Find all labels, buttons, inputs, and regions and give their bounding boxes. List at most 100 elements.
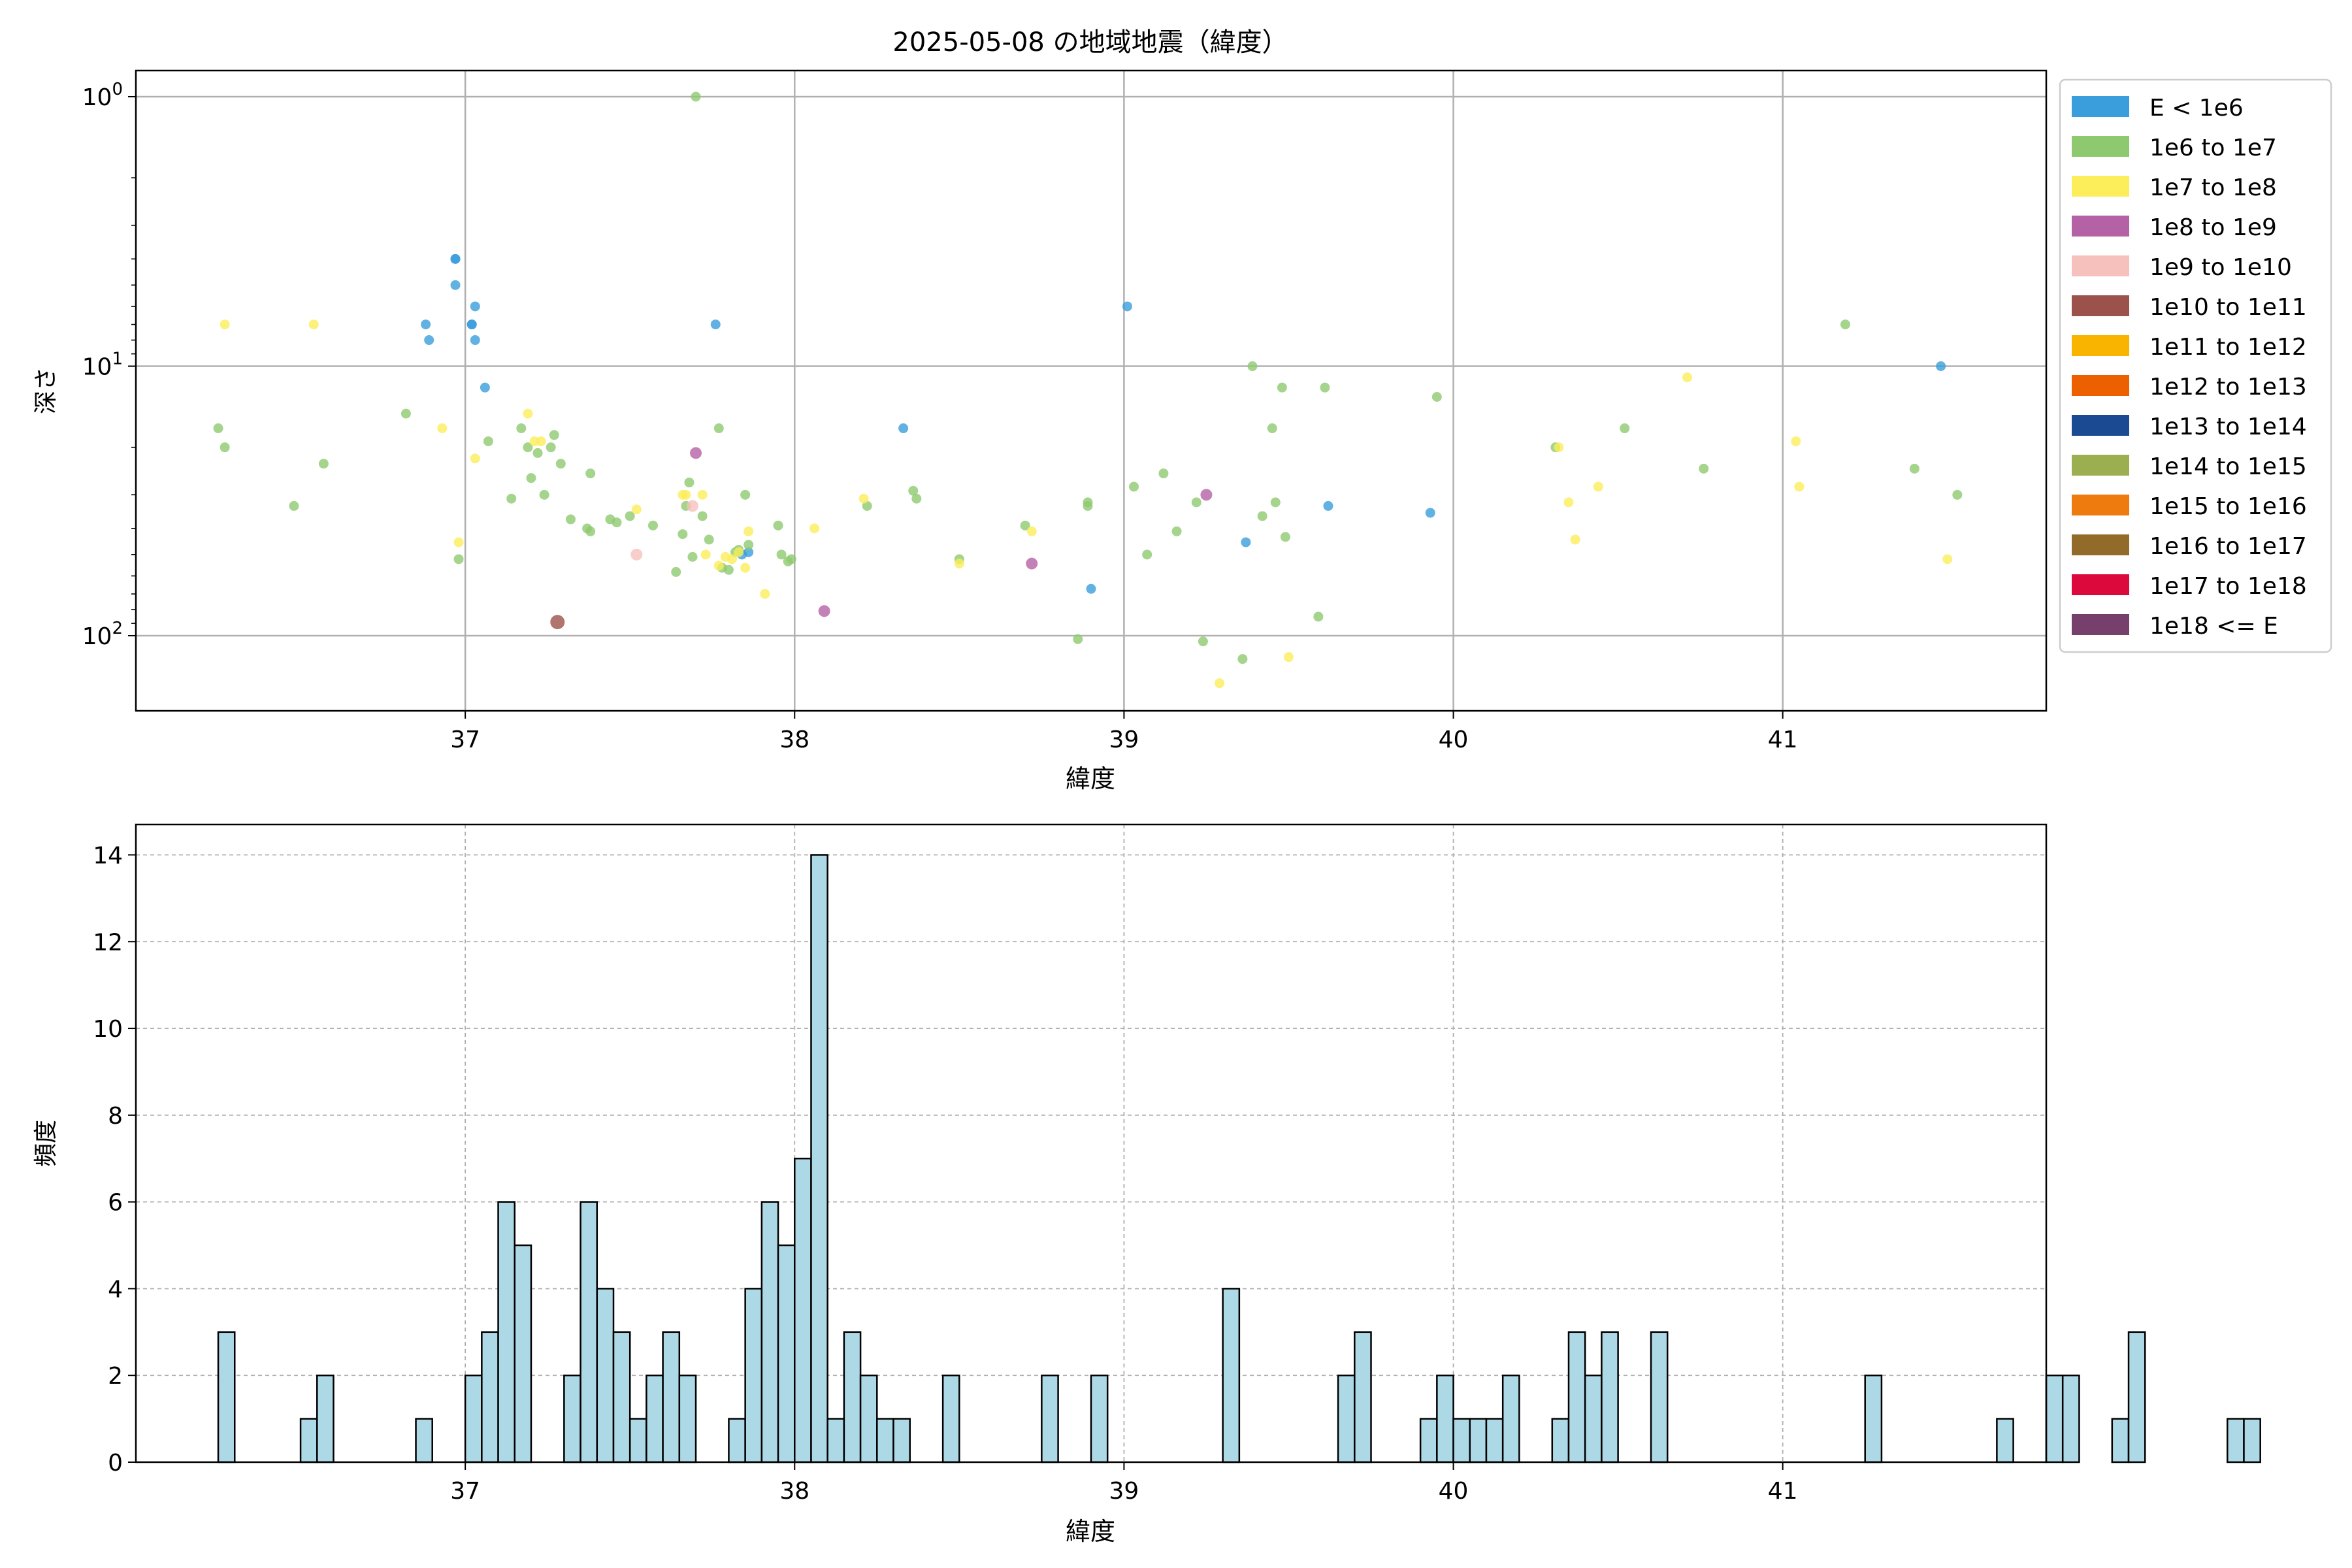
- histogram-bar: [744, 1288, 763, 1463]
- histogram-bar: [1354, 1331, 1372, 1463]
- legend-swatch: [2072, 96, 2129, 117]
- legend-label: 1e12 to 1e13: [2149, 374, 2307, 400]
- scatter-x-ticks: 37 38 39 40 41: [450, 711, 1798, 753]
- scatter-y-tick-label: 102: [82, 619, 123, 650]
- scatter-point: [1952, 489, 1963, 500]
- histogram-bar: [941, 1374, 960, 1463]
- histogram-bar: [2111, 1418, 2130, 1463]
- scatter-x-tick-label: 38: [779, 727, 809, 753]
- scatter-point: [1942, 554, 1953, 564]
- scatter-point: [1909, 463, 1919, 474]
- scatter-x-tick-label: 39: [1109, 727, 1139, 753]
- scatter-point: [1237, 654, 1248, 664]
- scatter-point: [437, 423, 448, 434]
- scatter-point: [1020, 520, 1030, 531]
- histogram-x-tick-label: 41: [1768, 1478, 1798, 1505]
- legend-swatch: [2072, 614, 2129, 635]
- scatter-point: [470, 453, 480, 464]
- scatter-point: [743, 547, 754, 557]
- histogram-bar: [876, 1418, 894, 1463]
- scatter-point: [453, 554, 464, 564]
- scatter-point: [760, 589, 770, 599]
- scatter-point: [1026, 526, 1037, 536]
- scatter-point: [691, 91, 701, 102]
- scatter-point: [704, 534, 714, 545]
- legend-label: 1e7 to 1e8: [2149, 174, 2277, 201]
- legend-label: 1e16 to 1e17: [2149, 533, 2307, 560]
- scatter-x-tick-label: 40: [1439, 727, 1469, 753]
- scatter-point: [466, 319, 477, 330]
- histogram-x-tick-label: 40: [1439, 1478, 1469, 1505]
- legend-swatch: [2072, 534, 2129, 555]
- scatter-point: [625, 511, 635, 521]
- scatter-y-tick-label: 100: [82, 80, 123, 111]
- scatter-point: [1593, 482, 1603, 492]
- scatter-point: [1241, 537, 1251, 547]
- scatter-point: [1840, 319, 1850, 330]
- histogram-bar: [1551, 1418, 1570, 1463]
- scatter-point: [1083, 500, 1093, 511]
- scatter-point: [289, 500, 299, 511]
- histogram-bar: [1041, 1374, 1059, 1463]
- scatter-point: [1122, 301, 1132, 312]
- scatter-point: [1200, 489, 1213, 501]
- scatter-point: [1682, 372, 1692, 383]
- legend-swatch: [2072, 415, 2129, 436]
- scatter-point: [532, 448, 543, 458]
- histogram-bar: [415, 1418, 433, 1463]
- histogram-x-tick-label: 39: [1109, 1478, 1139, 1505]
- scatter-point: [1791, 436, 1801, 446]
- legend-label: 1e11 to 1e12: [2149, 334, 2307, 361]
- scatter-point: [220, 319, 230, 330]
- scatter-point: [400, 408, 411, 419]
- legend-swatch: [2072, 455, 2129, 476]
- histogram-y-tick-label: 6: [108, 1190, 123, 1217]
- scatter-y-tick-label: 101: [82, 349, 123, 380]
- histogram-bar: [1996, 1418, 2014, 1463]
- histogram-bar: [580, 1201, 598, 1463]
- histogram-bar: [2227, 1418, 2245, 1463]
- histogram-plot-frame: [135, 823, 2048, 1463]
- scatter-point: [526, 473, 536, 483]
- histogram-bar: [777, 1244, 796, 1463]
- histogram-bar: [629, 1418, 647, 1463]
- histogram-bar: [299, 1418, 318, 1463]
- histogram-bar: [810, 854, 828, 1463]
- scatter-point: [546, 442, 556, 453]
- histogram-bar: [1501, 1374, 1520, 1463]
- scatter-point: [1936, 361, 1946, 371]
- scatter-point: [898, 423, 909, 434]
- scatter-point: [1215, 678, 1225, 689]
- legend-swatch: [2072, 335, 2129, 356]
- histogram-bar: [1601, 1331, 1619, 1463]
- scatter-point: [308, 319, 319, 330]
- histogram-bar: [1222, 1288, 1241, 1463]
- scatter-points: [213, 91, 1963, 689]
- scatter-point: [1313, 612, 1324, 622]
- scatter-point: [213, 423, 223, 434]
- scatter-point: [713, 561, 724, 571]
- scatter-point: [1086, 583, 1096, 594]
- scatter-point: [723, 564, 734, 575]
- histogram-y-ticks: 0 2 4 6 8 10 12 14: [93, 842, 136, 1477]
- histogram-bar: [2045, 1374, 2064, 1463]
- histogram-grid: [136, 825, 2046, 1463]
- histogram-bar: [1469, 1418, 1488, 1463]
- scatter-point: [1320, 382, 1330, 393]
- scatter-point: [1323, 500, 1333, 511]
- scatter-point: [1073, 634, 1083, 644]
- histogram-bar: [464, 1374, 483, 1463]
- scatter-point: [1026, 557, 1038, 570]
- histogram-bar: [2061, 1374, 2080, 1463]
- histogram-bar: [563, 1374, 581, 1463]
- histogram-bar: [1452, 1418, 1471, 1463]
- histogram-y-tick-label: 14: [93, 842, 123, 869]
- scatter-point: [585, 468, 596, 479]
- histogram-bar: [1337, 1374, 1356, 1463]
- histogram-bar: [596, 1288, 615, 1463]
- scatter-point: [1191, 497, 1201, 508]
- histogram-bar: [645, 1374, 664, 1463]
- histogram-bar: [612, 1331, 631, 1463]
- legend-label: 1e18 <= E: [2149, 613, 2278, 640]
